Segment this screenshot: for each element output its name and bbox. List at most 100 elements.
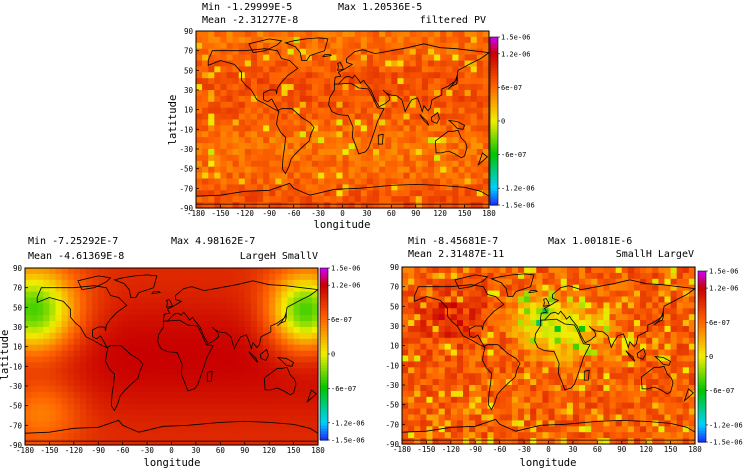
heatmap-cell (305, 268, 313, 275)
heatmap-cell (275, 315, 282, 322)
heatmap-cell (664, 361, 672, 368)
heatmap-cell (202, 42, 209, 50)
heatmap-cell (360, 131, 368, 138)
heatmap-cell (434, 90, 441, 97)
coastline-path (206, 370, 213, 382)
heatmap-cell (475, 367, 482, 374)
heatmap-cell (256, 397, 264, 405)
heatmap-cell (446, 36, 453, 44)
heatmap-cell (530, 320, 537, 327)
heatmap-cell (560, 420, 568, 427)
heatmap-cell (214, 190, 222, 197)
heatmap-cell (293, 119, 301, 126)
heatmap-cell (469, 267, 476, 274)
heatmap-cell (31, 427, 38, 434)
heatmap-cell (263, 60, 270, 67)
heatmap-cell (202, 421, 209, 428)
heatmap-cell (640, 361, 647, 368)
heatmap-cell (202, 427, 209, 434)
heatmap-cell (476, 119, 484, 126)
heatmap-cell (452, 78, 460, 85)
heatmap-cell (92, 386, 99, 393)
heatmap-cell (438, 414, 446, 421)
colorbar-swatch (490, 73, 498, 77)
heatmap-cell (208, 137, 215, 144)
heatmap-cell (446, 178, 453, 185)
heatmap-cell (214, 60, 222, 67)
heatmap-cell (511, 272, 519, 280)
heatmap-cell (609, 314, 617, 321)
heatmap-cell (263, 273, 270, 281)
heatmap-cell (165, 374, 173, 381)
heatmap-cell (560, 438, 568, 445)
heatmap-cell (670, 290, 678, 298)
heatmap-cell (408, 402, 415, 410)
heatmap-cell (360, 66, 368, 73)
heatmap-cell (189, 439, 197, 446)
heatmap-cell (49, 332, 57, 340)
heatmap-cell (548, 408, 556, 416)
heatmap-cell (434, 42, 441, 50)
heatmap-cell (408, 361, 415, 368)
heatmap-cell (530, 379, 537, 386)
heatmap-cell (475, 331, 482, 339)
heatmap-cell (318, 149, 325, 156)
heatmap-cell (275, 391, 282, 399)
heatmap-cell (603, 272, 611, 280)
heatmap-cell (208, 291, 215, 299)
heatmap-cell (134, 338, 142, 346)
heatmap-cell (676, 385, 684, 392)
heatmap-cell (330, 78, 337, 85)
heatmap-cell (420, 337, 428, 345)
heatmap-cell (147, 397, 154, 405)
heatmap-cell (257, 202, 264, 209)
heatmap-cell (116, 344, 124, 352)
heatmap-cell (202, 350, 209, 358)
heatmap-cell (202, 297, 209, 304)
heatmap-cell (299, 160, 307, 168)
heatmap-cell (110, 344, 118, 352)
heatmap-cell (311, 101, 319, 109)
heatmap-cell (275, 356, 282, 363)
heatmap-cell (579, 390, 586, 398)
heatmap-cell (682, 337, 690, 345)
heatmap-cell (603, 379, 611, 386)
heatmap-cell (342, 166, 350, 174)
heatmap-cell (530, 390, 537, 398)
heatmap-cell (536, 320, 543, 327)
colorbar-swatch (698, 376, 706, 380)
heatmap-cell (275, 202, 283, 209)
heatmap-cell (548, 326, 556, 333)
heatmap-cell (560, 408, 568, 416)
heatmap-cell (214, 160, 222, 168)
heatmap-cell (426, 414, 434, 421)
heatmap-cell (196, 101, 203, 109)
heatmap-cell (560, 349, 568, 357)
heatmap-cell (311, 184, 319, 191)
heatmap-cell (208, 72, 215, 79)
heatmap-cell (73, 386, 81, 393)
heatmap-cell (293, 427, 301, 434)
heatmap-cell (140, 297, 148, 304)
heatmap-cell (420, 349, 428, 357)
heatmap-cell (658, 278, 666, 286)
heatmap-cell (646, 302, 653, 309)
heatmap-cell (627, 272, 635, 280)
heatmap-cell (195, 279, 203, 287)
heatmap-cell (360, 101, 368, 109)
heatmap-cell (202, 48, 209, 56)
heatmap-cell (627, 320, 635, 327)
heatmap-cell (250, 327, 258, 334)
heatmap-cell (299, 48, 307, 56)
heatmap-cell (238, 125, 246, 132)
heatmap-cell (458, 113, 466, 121)
heatmap-cell (336, 42, 344, 50)
heatmap-cell (177, 268, 185, 275)
heatmap-cell (499, 402, 507, 410)
heatmap-cell (554, 290, 562, 298)
heatmap-cell (391, 66, 399, 73)
heatmap-cell (49, 368, 57, 375)
heatmap-cell (238, 72, 246, 79)
heatmap-cell (226, 297, 234, 304)
heatmap-cell (55, 439, 63, 446)
